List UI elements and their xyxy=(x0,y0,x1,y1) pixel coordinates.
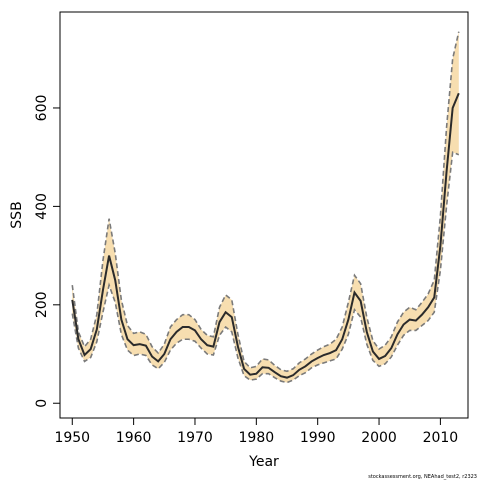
y-axis: 0 200 400 600 xyxy=(34,95,61,408)
credit-text: stockassessment.org, NEAhad_test2, r2323 xyxy=(368,474,477,480)
x-tick-label: 2000 xyxy=(361,430,397,446)
x-tick-label: 1950 xyxy=(54,430,90,446)
y-tick-label: 200 xyxy=(34,291,50,318)
x-axis-label: Year xyxy=(248,454,279,470)
x-tick-label: 1970 xyxy=(177,430,213,446)
y-axis-label: SSB xyxy=(9,201,25,228)
upper-bound-line xyxy=(71,31,460,373)
x-tick-label: 2010 xyxy=(423,430,459,446)
lower-bound-line xyxy=(71,151,460,384)
confidence-band xyxy=(72,31,459,383)
ssb-estimate-line xyxy=(71,92,460,379)
x-axis: 1950 1960 1970 1980 1990 2000 2010 xyxy=(54,417,459,446)
x-tick-label: 1980 xyxy=(239,430,275,446)
x-tick-label: 1960 xyxy=(116,430,152,446)
x-tick-label: 1990 xyxy=(300,430,336,446)
y-tick-label: 0 xyxy=(34,399,50,408)
y-tick-label: 600 xyxy=(34,95,50,122)
plot-frame xyxy=(59,11,469,419)
y-tick-label: 400 xyxy=(34,193,50,220)
plot-area xyxy=(71,31,460,384)
